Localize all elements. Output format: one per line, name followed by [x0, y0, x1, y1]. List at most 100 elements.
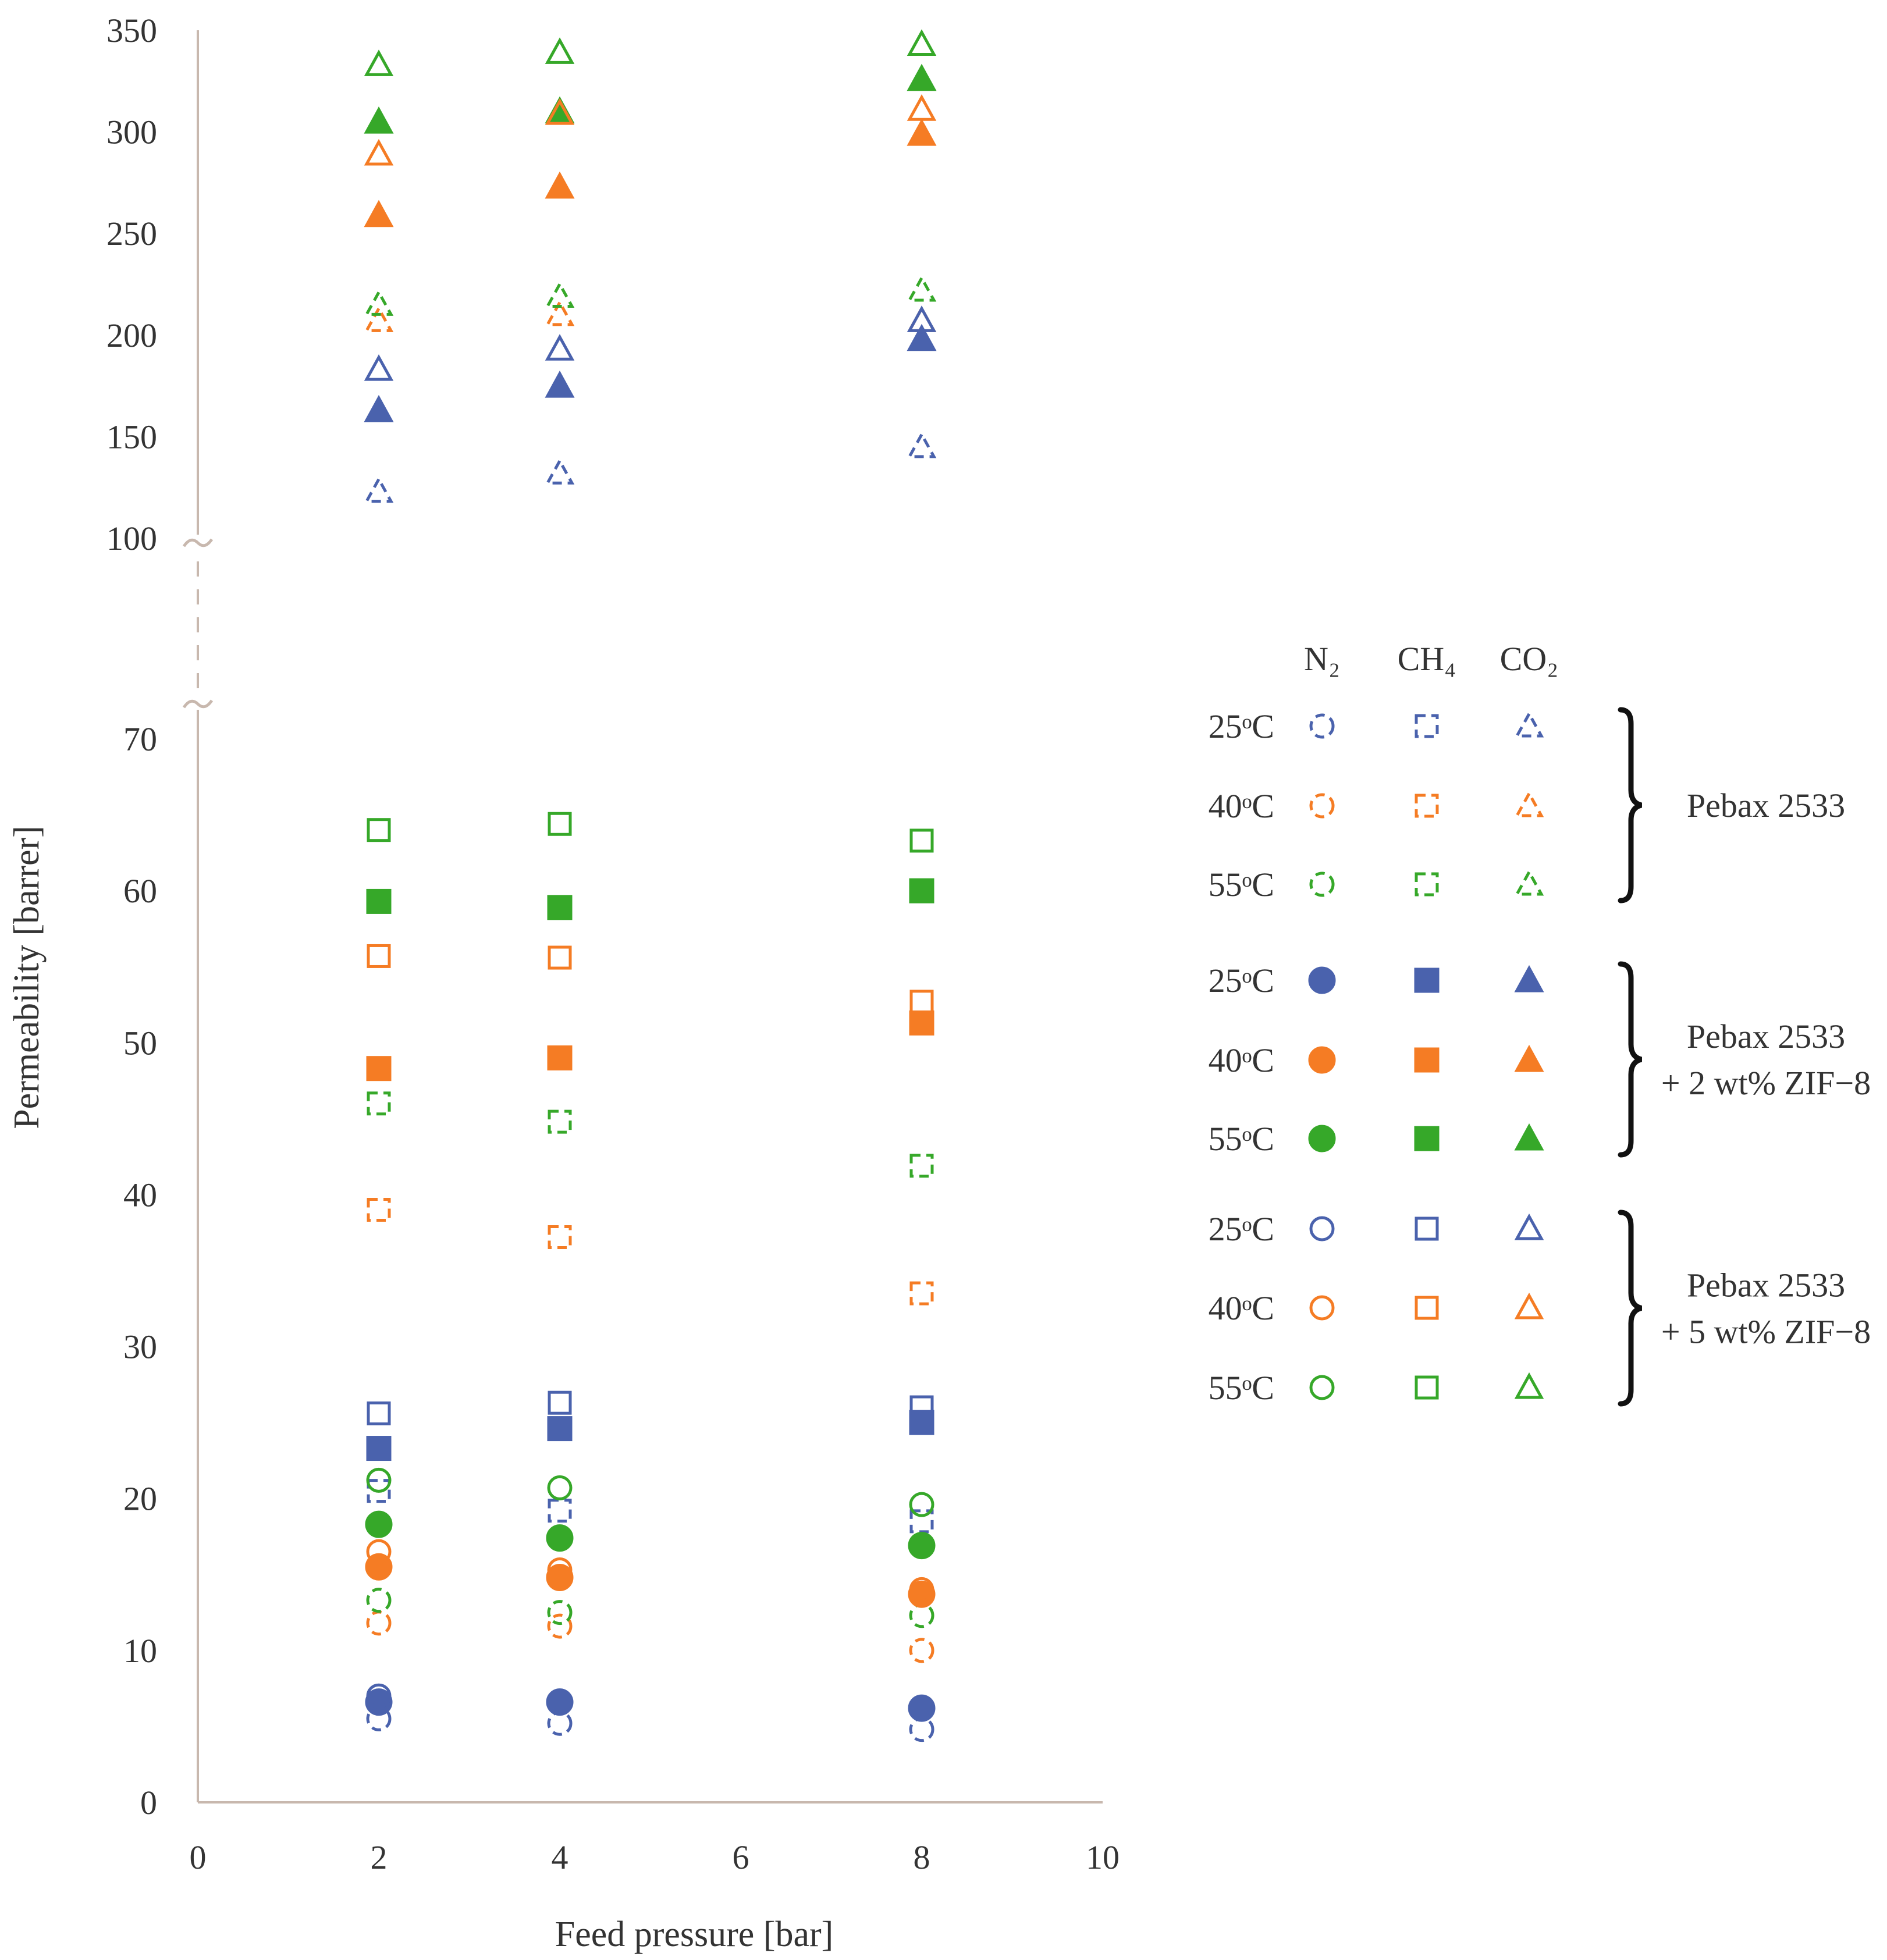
data-point-ch4-55oc-filled: [547, 895, 573, 920]
legend-marker-co2-55oc-open: [1514, 1372, 1544, 1399]
axis-break-mark-bottom: [182, 699, 214, 709]
data-point-co2-55oc-filled: [907, 63, 937, 91]
data-point-co2-40oc-dashed: [545, 299, 575, 326]
y-tick-label: 30: [123, 1328, 157, 1366]
data-point-n2-55oc-open: [909, 1492, 934, 1517]
legend-marker-ch4-40oc-open: [1415, 1296, 1439, 1320]
legend-marker-co2-40oc-dashed: [1514, 790, 1544, 817]
data-point-ch4-55oc-open: [367, 818, 391, 842]
y-tick-label: 100: [106, 520, 157, 557]
legend-marker-ch4-25oc-open: [1415, 1216, 1439, 1241]
data-point-n2-55oc-filled: [908, 1532, 936, 1560]
data-point-ch4-55oc-dashed: [367, 1091, 391, 1116]
legend-temperature-label: 25ᵒC: [1209, 1210, 1274, 1248]
data-point-ch4-25oc-dashed: [367, 1479, 391, 1503]
axis-break-mark-top: [182, 538, 214, 547]
x-tick-label: 4: [552, 1838, 568, 1876]
data-point-ch4-40oc-filled: [909, 1010, 934, 1036]
legend-group-brace: [1618, 961, 1643, 1158]
x-axis-title: Feed pressure [bar]: [555, 1915, 834, 1954]
data-point-co2-40oc-filled: [545, 171, 575, 199]
y-tick-label: 20: [123, 1480, 157, 1518]
data-point-co2-25oc-filled: [907, 323, 937, 351]
data-points: [364, 29, 937, 1742]
legend-marker-ch4-25oc-filled: [1414, 967, 1440, 993]
legend-marker-ch4-55oc-open: [1415, 1375, 1439, 1400]
data-point-ch4-40oc-open: [548, 945, 572, 970]
legend-temperature-label: 55ᵒC: [1209, 1369, 1274, 1407]
data-point-n2-25oc-filled: [546, 1688, 574, 1716]
data-point-co2-40oc-open: [364, 138, 394, 166]
legend-group-label: Pebax 2533: [1687, 787, 1845, 824]
data-point-n2-55oc-dashed: [366, 1588, 392, 1613]
legend-marker-n2-40oc-open: [1309, 1295, 1335, 1321]
legend-marker-n2-55oc-open: [1309, 1375, 1335, 1400]
axes: [182, 30, 1103, 1804]
legend-marker-co2-40oc-open: [1514, 1292, 1544, 1319]
legend-group-label: + 2 wt% ZIF−8: [1661, 1064, 1871, 1102]
data-point-n2-25oc-filled: [908, 1694, 936, 1722]
data-point-co2-55oc-dashed: [545, 281, 575, 308]
data-point-co2-25oc-filled: [545, 370, 575, 398]
data-point-ch4-25oc-open: [548, 1390, 572, 1415]
data-point-ch4-40oc-filled: [366, 1056, 392, 1082]
x-tick-label: 8: [914, 1838, 930, 1876]
y-tick-label: 10: [123, 1632, 157, 1670]
data-point-n2-25oc-open: [547, 1689, 573, 1715]
legend-temperature-label: 40ᵒC: [1209, 1041, 1274, 1079]
legend-marker-n2-55oc-dashed: [1309, 871, 1335, 897]
legend-gas-header: CH₄: [1398, 640, 1456, 678]
data-point-ch4-55oc-open: [548, 812, 572, 836]
legend-temperature-label: 55ᵒC: [1209, 1120, 1274, 1158]
y-tick-label: 150: [106, 418, 157, 456]
legend-marker-ch4-40oc-filled: [1414, 1047, 1440, 1073]
y-tick-label: 70: [123, 720, 157, 758]
legend-marker-co2-55oc-filled: [1514, 1123, 1544, 1151]
data-point-co2-40oc-open: [545, 98, 575, 125]
data-point-ch4-40oc-dashed: [909, 1281, 934, 1306]
data-point-n2-55oc-open: [366, 1467, 392, 1493]
y-tick-label: 50: [123, 1024, 157, 1062]
data-point-ch4-40oc-open: [909, 990, 934, 1014]
legend-marker-co2-55oc-dashed: [1514, 869, 1544, 896]
data-point-ch4-25oc-dashed: [548, 1499, 572, 1523]
legend-group-label: Pebax 2533: [1687, 1018, 1845, 1055]
data-point-ch4-40oc-open: [367, 944, 391, 968]
data-point-n2-40oc-dashed: [547, 1613, 573, 1639]
data-point-co2-40oc-dashed: [364, 305, 394, 332]
y-tick-label: 0: [140, 1784, 157, 1822]
legend-marker-co2-25oc-dashed: [1514, 710, 1544, 738]
data-point-n2-55oc-dashed: [547, 1600, 573, 1625]
data-point-ch4-25oc-dashed: [909, 1509, 934, 1534]
data-point-n2-40oc-open: [547, 1557, 573, 1582]
y-tick-label: 300: [106, 113, 157, 151]
data-point-co2-40oc-filled: [364, 200, 394, 227]
legend-marker-ch4-25oc-dashed: [1415, 714, 1439, 738]
data-point-ch4-25oc-open: [367, 1401, 391, 1425]
legend-marker-n2-25oc-open: [1309, 1216, 1335, 1242]
legend-marker-co2-25oc-filled: [1514, 965, 1544, 993]
data-point-n2-25oc-filled: [365, 1688, 393, 1716]
data-point-co2-55oc-dashed: [907, 275, 937, 302]
legend-group-brace: [1618, 1210, 1643, 1407]
data-point-co2-40oc-filled: [907, 118, 937, 146]
legend-gas-header: N₂: [1304, 640, 1340, 678]
data-point-ch4-40oc-dashed: [548, 1225, 572, 1250]
y-tick-label: 200: [106, 316, 157, 354]
data-point-ch4-55oc-filled: [366, 888, 392, 914]
data-point-co2-55oc-open: [545, 37, 575, 64]
data-point-ch4-55oc-filled: [909, 878, 934, 903]
data-point-ch4-55oc-open: [909, 828, 934, 853]
data-point-n2-40oc-dashed: [366, 1610, 392, 1636]
legend-marker-co2-40oc-filled: [1514, 1044, 1544, 1072]
data-point-co2-25oc-dashed: [907, 431, 937, 458]
data-point-co2-25oc-open: [907, 305, 937, 332]
data-point-n2-55oc-filled: [546, 1524, 574, 1552]
legend-temperature-label: 55ᵒC: [1209, 866, 1274, 903]
y-tick-label: 60: [123, 872, 157, 910]
data-point-ch4-25oc-open: [909, 1395, 934, 1420]
legend-marker-n2-55oc-filled: [1308, 1125, 1336, 1152]
data-point-co2-55oc-open: [364, 49, 394, 76]
data-point-co2-25oc-filled: [364, 394, 394, 422]
